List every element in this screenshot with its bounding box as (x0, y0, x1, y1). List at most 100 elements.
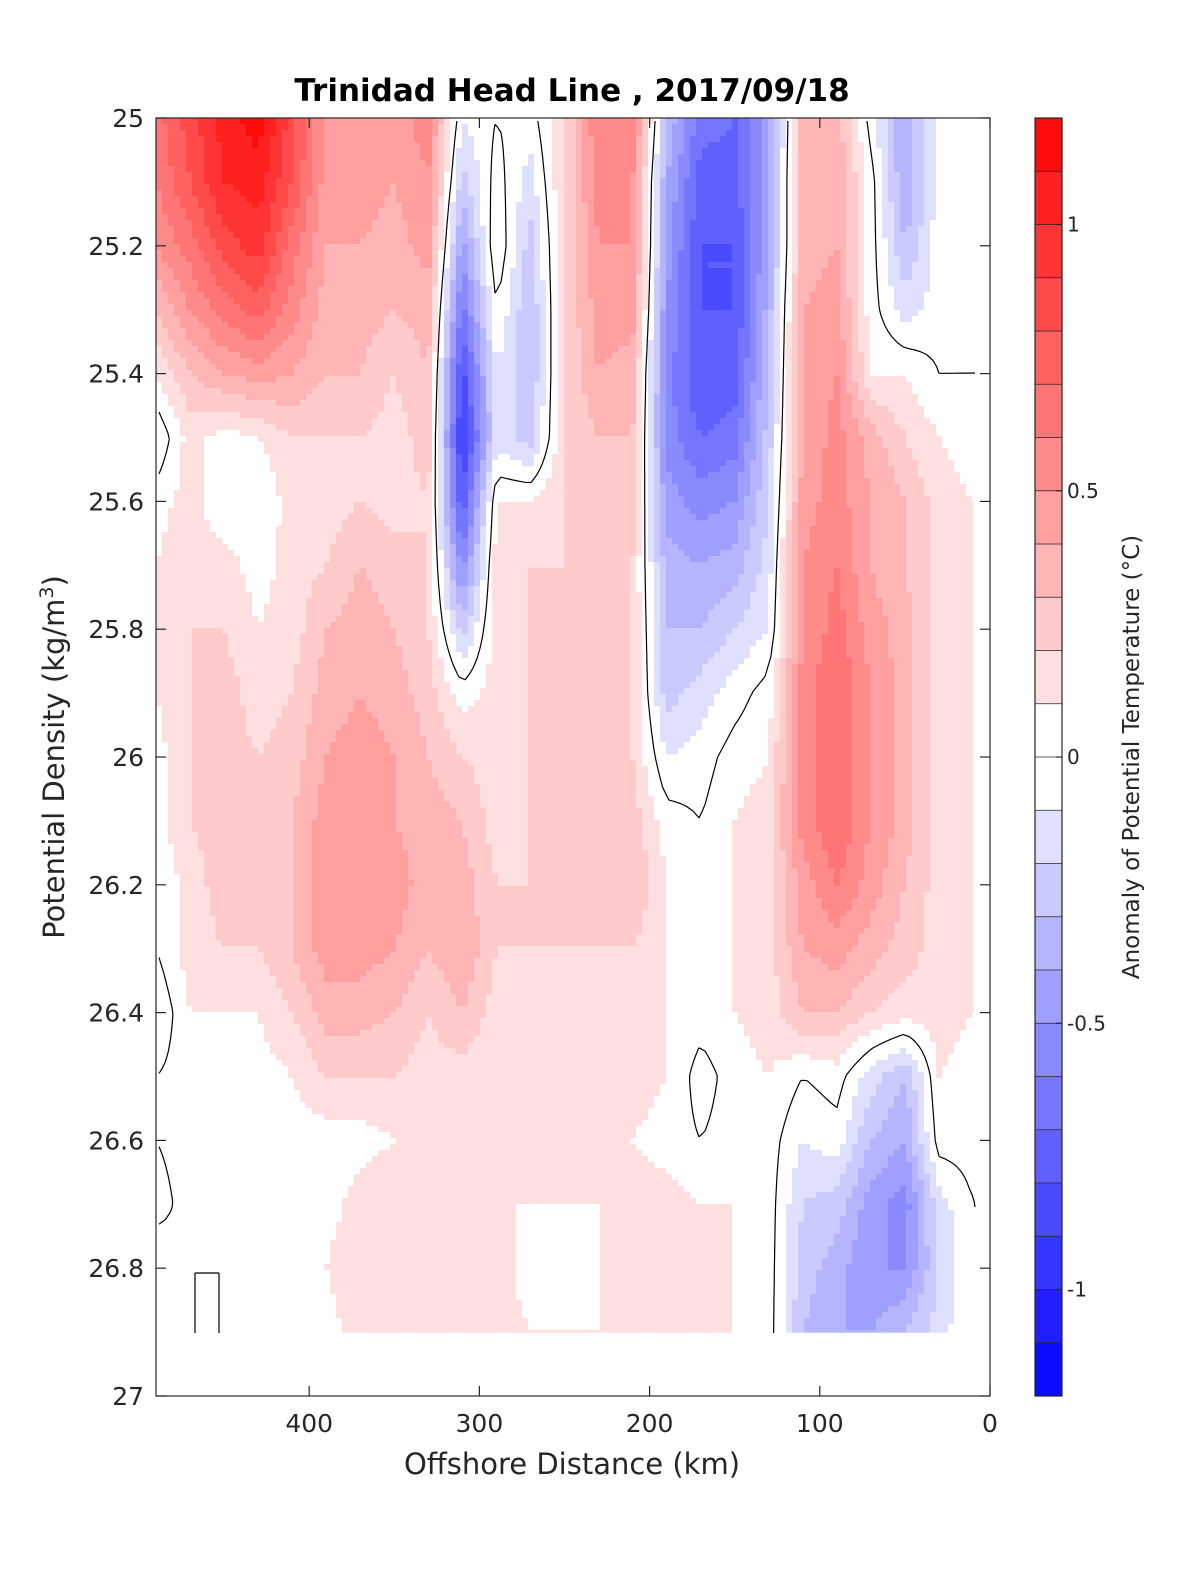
field-cell (180, 274, 187, 281)
field-cell (582, 166, 589, 173)
field-cell (846, 202, 853, 209)
field-cell (372, 124, 379, 131)
field-cell (426, 214, 433, 221)
field-cell (912, 160, 919, 167)
field-cell (192, 292, 199, 299)
field-cell (672, 202, 679, 209)
field-cell (390, 250, 397, 257)
field-cell (744, 322, 751, 329)
field-cell (894, 286, 901, 293)
field-cell (906, 244, 913, 251)
field-cell (870, 220, 877, 227)
field-cell (420, 232, 427, 239)
field-cell (702, 238, 709, 245)
field-cell (510, 226, 517, 233)
field-cell (906, 322, 913, 329)
field-cell (762, 160, 769, 167)
field-cell (828, 328, 835, 335)
field-cell (372, 280, 379, 287)
field-cell (366, 250, 373, 257)
field-cell (414, 154, 421, 161)
field-cell (792, 172, 799, 179)
field-cell (462, 136, 469, 143)
field-cell (210, 280, 217, 287)
field-cell (894, 304, 901, 311)
field-cell (570, 118, 577, 125)
field-cell (912, 238, 919, 245)
field-cell (504, 160, 511, 167)
field-cell (576, 184, 583, 191)
field-cell (474, 130, 481, 137)
field-cell (246, 298, 253, 305)
field-cell (282, 148, 289, 155)
field-cell (720, 304, 727, 311)
field-cell (960, 136, 967, 143)
field-cell (162, 334, 169, 341)
field-cell (366, 262, 373, 269)
field-cell (960, 226, 967, 233)
field-cell (360, 154, 367, 161)
field-cell (780, 322, 787, 329)
field-cell (480, 202, 487, 209)
field-cell (228, 226, 235, 233)
field-cell (294, 262, 301, 269)
field-cell (318, 220, 325, 227)
field-cell (624, 202, 631, 209)
field-cell (240, 124, 247, 131)
field-cell (342, 214, 349, 221)
field-cell (624, 136, 631, 143)
field-cell (900, 196, 907, 203)
field-cell (282, 322, 289, 329)
field-cell (888, 286, 895, 293)
field-cell (384, 328, 391, 335)
field-cell (336, 184, 343, 191)
field-cell (294, 136, 301, 143)
field-cell (342, 322, 349, 329)
field-cell (252, 262, 259, 269)
field-cell (456, 166, 463, 173)
field-cell (384, 268, 391, 275)
field-cell (906, 286, 913, 293)
field-cell (432, 214, 439, 221)
field-cell (750, 238, 757, 245)
field-cell (594, 316, 601, 323)
field-cell (180, 316, 187, 323)
field-cell (390, 154, 397, 161)
field-cell (642, 190, 649, 197)
field-cell (846, 304, 853, 311)
field-cell (834, 214, 841, 221)
field-cell (294, 286, 301, 293)
field-cell (582, 256, 589, 263)
field-cell (678, 208, 685, 215)
field-cell (726, 226, 733, 233)
field-cell (780, 274, 787, 281)
field-cell (672, 304, 679, 311)
field-cell (246, 274, 253, 281)
field-cell (510, 244, 517, 251)
field-cell (486, 148, 493, 155)
field-cell (630, 148, 637, 155)
field-cell (510, 280, 517, 287)
field-cell (426, 328, 433, 335)
field-cell (630, 190, 637, 197)
field-cell (786, 172, 793, 179)
field-cell (210, 274, 217, 281)
field-cell (738, 304, 745, 311)
field-cell (804, 208, 811, 215)
field-cell (744, 142, 751, 149)
field-cell (828, 310, 835, 317)
field-cell (360, 316, 367, 323)
field-cell (822, 142, 829, 149)
field-cell (564, 184, 571, 191)
field-cell (258, 118, 265, 125)
field-cell (600, 298, 607, 305)
field-cell (228, 190, 235, 197)
field-cell (828, 136, 835, 143)
field-cell (846, 256, 853, 263)
field-cell (462, 286, 469, 293)
field-cell (648, 316, 655, 323)
field-cell (462, 238, 469, 245)
field-cell (774, 178, 781, 185)
field-cell (336, 148, 343, 155)
field-cell (474, 334, 481, 341)
